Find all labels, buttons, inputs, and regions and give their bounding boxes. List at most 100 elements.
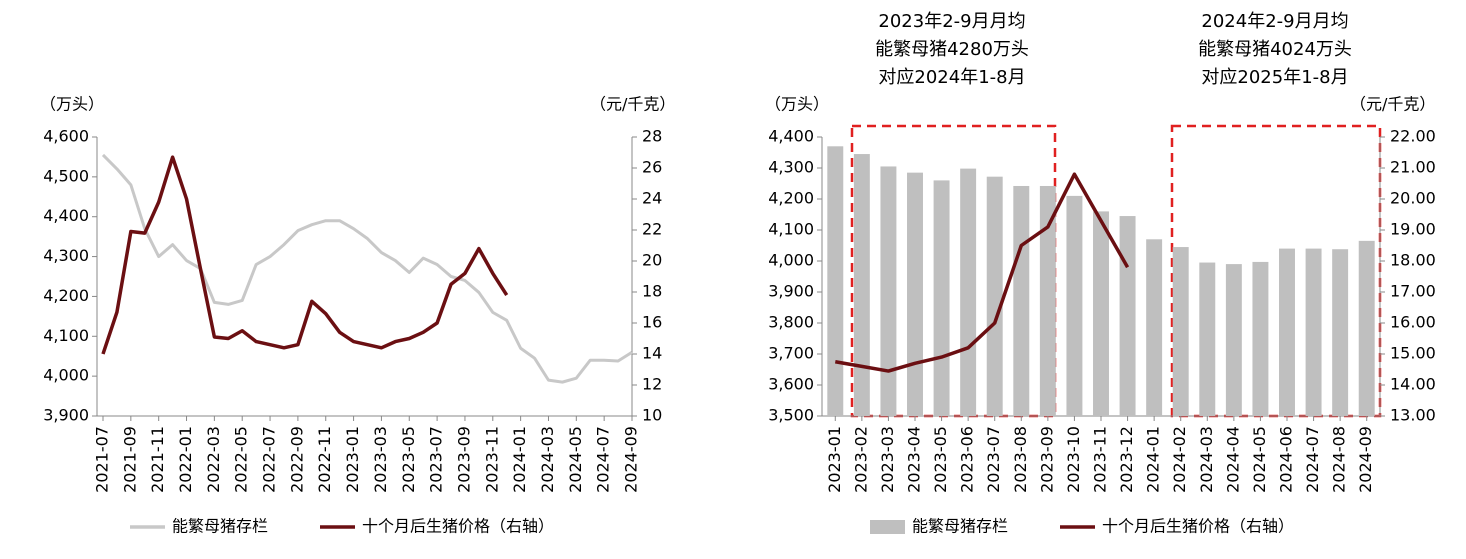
annotation: 2023年2-9月月均	[878, 11, 1025, 32]
y2-tick-label: 22.00	[1390, 127, 1436, 146]
bar	[1039, 185, 1056, 416]
y2-tick-label: 16	[642, 313, 662, 332]
bar	[1172, 247, 1189, 416]
y-tick-label: 4,200	[43, 286, 89, 305]
annotation: 对应2024年1-8月	[878, 67, 1025, 88]
y2-axis-unit: （元/千克）	[590, 95, 675, 114]
y2-tick-label: 20.00	[1390, 189, 1436, 208]
x-tick-label: 2023-09	[1037, 426, 1056, 493]
x-tick-label: 2022-07	[260, 426, 279, 493]
x-tick-label: 2024-03	[538, 426, 557, 493]
y2-tick-label: 18	[642, 282, 662, 301]
x-tick-label: 2023-03	[371, 426, 390, 493]
legend-label: 能繁母猪存栏	[912, 517, 1008, 536]
y2-tick-label: 26	[642, 158, 662, 177]
x-tick-label: 2024-06	[1277, 426, 1296, 493]
line	[834, 172, 1130, 373]
annotation: 对应2025年1-8月	[1201, 67, 1348, 88]
y2-tick-label: 22	[642, 220, 662, 239]
y-axis-unit: （万头）	[40, 95, 104, 114]
bar	[960, 168, 977, 416]
x-tick-label: 2023-02	[851, 426, 870, 493]
line	[101, 153, 633, 384]
y-tick-label: 3,600	[768, 375, 814, 394]
x-tick-label: 2023-07	[984, 426, 1003, 493]
x-tick-label: 2022-09	[287, 426, 306, 493]
y2-tick-label: 21.00	[1390, 158, 1436, 177]
bar	[1225, 264, 1242, 416]
x-tick-label: 2024-04	[1223, 426, 1242, 493]
y-tick-label: 4,100	[43, 326, 89, 345]
y2-axis-unit: （元/千克）	[1350, 95, 1435, 114]
legend-label: 十个月后生猪价格（右轴）	[362, 517, 554, 536]
y2-tick-label: 14.00	[1390, 375, 1436, 394]
y-tick-label: 3,700	[768, 344, 814, 363]
bar	[1146, 239, 1163, 416]
x-tick-label: 2023-07	[427, 426, 446, 493]
bar	[880, 166, 897, 416]
x-tick-label: 2024-01	[1144, 426, 1163, 493]
bar	[1252, 261, 1269, 416]
x-tick-label: 2023-11	[1091, 426, 1110, 493]
bar	[1066, 195, 1083, 416]
x-tick-label: 2024-08	[1330, 426, 1349, 493]
y-tick-label: 4,000	[43, 366, 89, 385]
x-tick-label: 2024-09	[622, 426, 641, 493]
y-tick-label: 4,600	[43, 127, 89, 146]
x-tick-label: 2024-09	[1356, 426, 1375, 493]
y-tick-label: 4,100	[768, 220, 814, 239]
x-tick-label: 2024-07	[594, 426, 613, 493]
y2-tick-label: 18.00	[1390, 251, 1436, 270]
bar	[907, 172, 923, 416]
y2-tick-label: 14	[642, 344, 662, 363]
y2-tick-label: 24	[642, 189, 662, 208]
x-tick-label: 2023-05	[931, 426, 950, 493]
x-tick-label: 2024-05	[1250, 426, 1269, 493]
legend-label: 十个月后生猪价格（右轴）	[1102, 517, 1294, 536]
bar	[853, 154, 870, 417]
x-tick-label: 2024-01	[510, 426, 529, 493]
y2-tick-label: 28	[642, 127, 662, 146]
x-tick-label: 2021-11	[148, 426, 167, 493]
y2-tick-label: 12	[642, 375, 662, 394]
x-tick-label: 2023-04	[905, 426, 924, 493]
bar	[986, 176, 1003, 416]
x-tick-label: 2024-07	[1303, 426, 1322, 493]
bar	[1093, 211, 1109, 416]
bar	[1358, 240, 1375, 416]
x-tick-label: 2023-01	[343, 426, 362, 493]
legend-label: 能繁母猪存栏	[172, 517, 268, 536]
y-tick-label: 4,300	[768, 158, 814, 177]
x-tick-label: 2021-07	[93, 426, 112, 493]
bar	[1013, 185, 1030, 416]
line	[101, 155, 509, 355]
x-tick-label: 2022-01	[176, 426, 195, 493]
bar	[1279, 248, 1295, 416]
x-tick-label: 2023-11	[482, 426, 501, 493]
x-tick-label: 2023-09	[454, 426, 473, 493]
x-tick-label: 2023-03	[878, 426, 897, 493]
x-tick-label: 2024-02	[1170, 426, 1189, 493]
y-axis-unit: （万头）	[765, 95, 829, 114]
annotation: 能繁母猪4280万头	[875, 39, 1029, 60]
y-tick-label: 4,200	[768, 189, 814, 208]
bar	[1119, 216, 1136, 416]
y2-tick-label: 10	[642, 406, 662, 425]
y2-tick-label: 15.00	[1390, 344, 1436, 363]
x-tick-label: 2023-01	[825, 426, 844, 493]
annotation: 能繁母猪4024万头	[1198, 39, 1352, 60]
y-tick-label: 4,400	[43, 206, 89, 225]
y-tick-label: 4,300	[43, 246, 89, 265]
bar	[1332, 249, 1349, 416]
y-tick-label: 3,900	[43, 406, 89, 425]
y2-tick-label: 20	[642, 251, 662, 270]
y2-tick-label: 13.00	[1390, 406, 1436, 425]
bar	[1305, 248, 1322, 416]
x-tick-label: 2022-03	[204, 426, 223, 493]
y-tick-label: 3,800	[768, 313, 814, 332]
x-tick-label: 2024-03	[1197, 426, 1216, 493]
x-tick-label: 2021-09	[120, 426, 139, 493]
y-tick-label: 4,500	[43, 166, 89, 185]
annotation: 2024年2-9月月均	[1201, 11, 1348, 32]
